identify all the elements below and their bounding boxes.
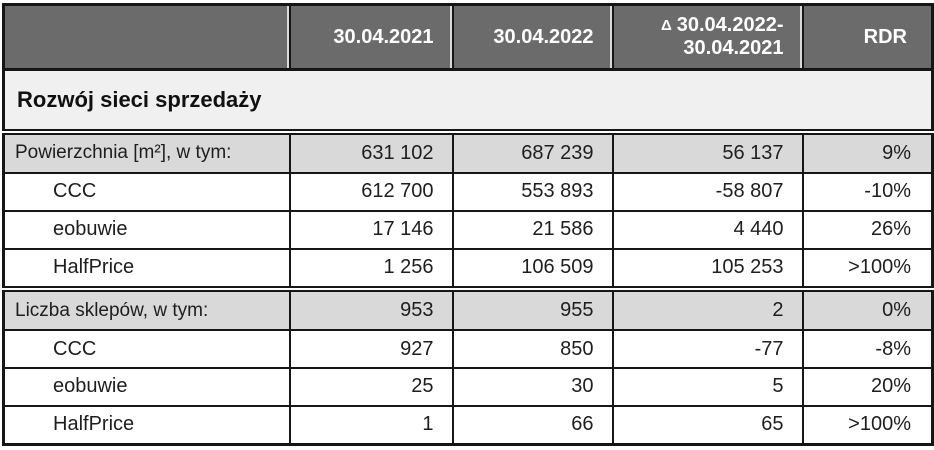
cell-30-04-2022: 30 [451, 367, 614, 407]
table-row: HalfPrice 1 66 65 >100% [2, 404, 934, 446]
row-label: CCC [2, 171, 291, 212]
cell-delta: 56 137 [611, 129, 804, 174]
cell-30-04-2021: 1 [288, 404, 454, 446]
table-row: eobuwie 25 30 5 20% [2, 367, 934, 407]
section-row: Rozwój sieci sprzedaży [2, 68, 934, 133]
cell-delta: 2 [611, 286, 804, 332]
table-row: HalfPrice 1 256 106 509 105 253 >100% [2, 247, 934, 291]
delta-icon: Δ [660, 17, 672, 34]
cell-rdr: -8% [801, 329, 934, 370]
cell-30-04-2022: 106 509 [451, 247, 614, 291]
cell-rdr: >100% [801, 404, 934, 446]
cell-rdr: 26% [801, 209, 934, 250]
header-row: 30.04.2021 30.04.2022 Δ 30.04.2022- 30.04… [2, 3, 934, 71]
report-table-container: 30.04.2021 30.04.2022 Δ 30.04.2022- 30.04… [2, 3, 934, 446]
cell-delta: -58 807 [611, 171, 804, 212]
table-row: eobuwie 17 146 21 586 4 440 26% [2, 209, 934, 250]
row-label: HalfPrice [2, 247, 291, 291]
cell-rdr: 0% [801, 286, 934, 332]
cell-rdr: 9% [801, 129, 934, 174]
cell-30-04-2022: 850 [451, 329, 614, 370]
section-title: Rozwój sieci sprzedaży [2, 68, 934, 133]
header-col-delta: Δ 30.04.2022- 30.04.2021 [611, 3, 804, 71]
header-col-delta-label: 30.04.2022- 30.04.2021 [676, 14, 784, 59]
cell-30-04-2022: 66 [451, 404, 614, 446]
table-row: Liczba sklepów, w tym: 953 955 2 0% [2, 286, 934, 332]
cell-rdr: 20% [801, 367, 934, 407]
cell-30-04-2022: 955 [451, 286, 614, 332]
cell-delta: 65 [611, 404, 804, 446]
row-label: CCC [2, 329, 291, 370]
cell-delta: 105 253 [611, 247, 804, 291]
cell-delta: 4 440 [611, 209, 804, 250]
cell-rdr: -10% [801, 171, 934, 212]
header-col-30-04-2022: 30.04.2022 [451, 3, 614, 71]
row-label: Powierzchnia [m²], w tym: [2, 129, 291, 174]
cell-delta: 5 [611, 367, 804, 407]
header-empty-cell [2, 3, 291, 71]
cell-30-04-2021: 612 700 [288, 171, 454, 212]
cell-30-04-2021: 1 256 [288, 247, 454, 291]
cell-30-04-2022: 21 586 [451, 209, 614, 250]
cell-30-04-2022: 687 239 [451, 129, 614, 174]
cell-30-04-2022: 553 893 [451, 171, 614, 212]
row-label: HalfPrice [2, 404, 291, 446]
row-label: Liczba sklepów, w tym: [2, 286, 291, 332]
table-row: CCC 927 850 -77 -8% [2, 329, 934, 370]
cell-30-04-2021: 927 [288, 329, 454, 370]
cell-delta: -77 [611, 329, 804, 370]
cell-30-04-2021: 17 146 [288, 209, 454, 250]
cell-30-04-2021: 631 102 [288, 129, 454, 174]
cell-rdr: >100% [801, 247, 934, 291]
header-col-30-04-2021: 30.04.2021 [288, 3, 454, 71]
table-row: Powierzchnia [m²], w tym: 631 102 687 23… [2, 129, 934, 174]
header-col-rdr: RDR [801, 3, 934, 71]
table-body: Rozwój sieci sprzedaży Powierzchnia [m²]… [2, 68, 934, 446]
network-development-table: 30.04.2021 30.04.2022 Δ 30.04.2022- 30.04… [2, 3, 934, 446]
table-row: CCC 612 700 553 893 -58 807 -10% [2, 171, 934, 212]
row-label: eobuwie [2, 367, 291, 407]
cell-30-04-2021: 953 [288, 286, 454, 332]
row-label: eobuwie [2, 209, 291, 250]
cell-30-04-2021: 25 [288, 367, 454, 407]
